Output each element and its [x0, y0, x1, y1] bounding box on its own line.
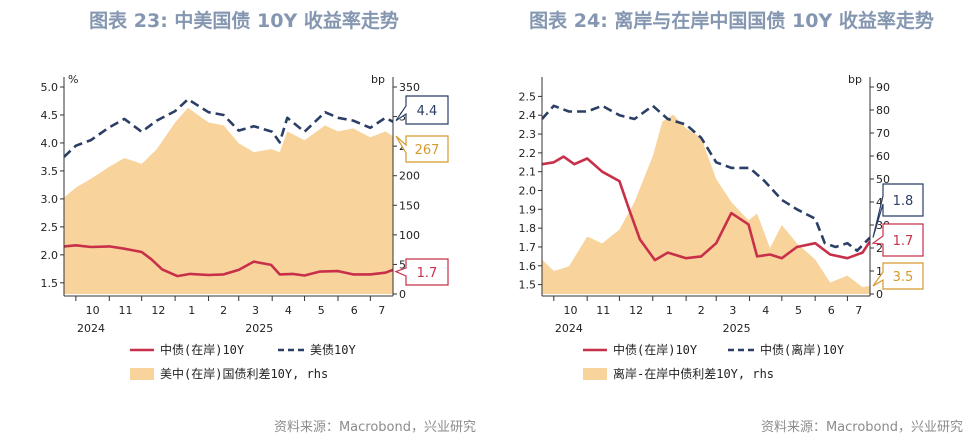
left-axis-tick-label: 3.0 — [41, 193, 59, 206]
right-axis-tick-label: 150 — [399, 199, 420, 212]
month-label: 11 — [596, 304, 610, 317]
right-axis-tick-label: 0 — [876, 288, 883, 301]
month-label: 12 — [629, 304, 643, 317]
value-callout-label: 3.5 — [893, 270, 914, 285]
month-label: 3 — [252, 304, 259, 317]
left-axis-tick-label: 2.1 — [519, 166, 537, 179]
year-label: 2024 — [555, 322, 583, 335]
chart-title: 图表 24: 离岸与在岸中国国债 10Y 收益率走势 — [529, 10, 934, 32]
legend-label: 中债(在岸)10Y — [613, 342, 698, 357]
month-label: 2 — [698, 304, 705, 317]
left-axis-tick-label: 5.0 — [41, 81, 59, 94]
value-callout-label: 1.8 — [893, 194, 914, 209]
month-label: 6 — [351, 304, 358, 317]
month-label: 7 — [855, 304, 862, 317]
month-label: 5 — [795, 304, 802, 317]
right-axis-tick-label: 50 — [876, 173, 890, 186]
left-axis-tick-label: 2.5 — [41, 221, 59, 234]
month-label: 10 — [564, 304, 578, 317]
legend-swatch-area — [583, 368, 607, 380]
solid-series-line — [542, 155, 870, 262]
dashed-series-line — [542, 104, 870, 252]
value-callout-box — [871, 223, 924, 257]
year-label: 2025 — [245, 322, 273, 335]
left-axis-unit: % — [68, 73, 78, 86]
left-axis-tick-label: 1.5 — [41, 277, 59, 290]
right-axis-tick-label: 200 — [399, 170, 420, 183]
year-label: 2025 — [723, 322, 751, 335]
month-label: 6 — [828, 304, 835, 317]
month-label: 7 — [378, 304, 385, 317]
value-callout-box — [872, 183, 924, 238]
value-callout-label: 4.4 — [417, 104, 438, 119]
left-axis-tick-label: 2.4 — [519, 109, 537, 122]
value-callout-box — [394, 258, 449, 286]
month-label: 12 — [151, 304, 165, 317]
legend-label: 美债10Y — [310, 343, 356, 357]
value-callout-box — [395, 135, 449, 163]
dashed-series-line — [64, 98, 393, 158]
left-axis-tick-label: 2.3 — [519, 128, 537, 141]
value-callout-label: 1.7 — [417, 266, 438, 281]
chart-canvas-right: 1.51.61.71.81.92.02.12.22.32.42.50102030… — [519, 73, 924, 381]
left-axis-tick-label: 3.5 — [41, 165, 59, 178]
left-axis-tick-label: 4.0 — [41, 137, 59, 150]
value-callout-box — [395, 95, 449, 125]
legend-label: 中债(离岸)10Y — [760, 342, 845, 357]
source-note: 资料来源：Macrobond，兴业研究 — [760, 420, 963, 435]
month-label: 4 — [762, 304, 769, 317]
chart-canvas-left: 1.52.02.53.03.54.04.55.00501001502002503… — [41, 73, 449, 381]
value-callout-label: 267 — [415, 143, 440, 158]
right-axis-tick-label: 80 — [876, 104, 890, 117]
left-axis-tick-label: 1.8 — [519, 222, 537, 235]
right-axis-tick-label: 90 — [876, 81, 890, 94]
month-label: 4 — [285, 304, 292, 317]
left-axis-tick-label: 1.9 — [519, 203, 537, 216]
solid-series-line — [64, 244, 393, 278]
left-axis-tick-label: 2.5 — [519, 90, 537, 103]
legend-label: 美中(在岸)国债利差10Y, rhs — [160, 366, 328, 381]
month-label: 1 — [666, 304, 673, 317]
legend-label: 中债(在岸)10Y — [160, 342, 245, 357]
month-label: 11 — [119, 304, 133, 317]
month-label: 1 — [188, 304, 195, 317]
chart-panel-right: 图表 24: 离岸与在岸中国国债 10Y 收益率走势 1.5 1.6 1.7 1.8 1… — [488, 0, 975, 443]
legend-label: 离岸-在岸中债利差10Y, rhs — [613, 366, 774, 381]
chart-title: 图表 23: 中美国债 10Y 收益率走势 — [89, 10, 399, 32]
right-axis-unit: bp — [848, 73, 862, 86]
left-axis-tick-label: 1.5 — [519, 279, 537, 292]
right-axis-tick-label: 350 — [399, 81, 420, 94]
right-axis-tick-label: 0 — [399, 288, 406, 301]
year-label: 2024 — [77, 322, 105, 335]
legend-swatch-area — [130, 368, 154, 380]
month-label: 3 — [729, 304, 736, 317]
right-axis-tick-label: 100 — [399, 229, 420, 242]
spread-area — [542, 114, 870, 294]
chart-panel-left: 图表 23: 中美国债 10Y 收益率走势 1.5 2.0 2.5 3.0 3.5 4.0… — [41, 10, 477, 435]
right-axis-tick-label: 60 — [876, 150, 890, 163]
left-axis-tick-label: 4.5 — [41, 109, 59, 122]
month-label: 2 — [220, 304, 227, 317]
left-axis-tick-label: 2.0 — [519, 185, 537, 198]
left-axis-tick-label: 2.2 — [519, 147, 537, 160]
month-label: 10 — [86, 304, 100, 317]
right-axis-tick-label: 70 — [876, 127, 890, 140]
spread-area — [64, 107, 393, 294]
value-callout-label: 1.7 — [893, 234, 914, 249]
value-callout-box — [872, 262, 924, 290]
left-axis-tick-label: 2.0 — [41, 249, 59, 262]
left-axis-tick-label: 1.7 — [519, 241, 537, 254]
source-note: 资料来源：Macrobond，兴业研究 — [273, 420, 476, 435]
right-axis-unit: bp — [371, 73, 385, 86]
left-axis-tick-label: 1.6 — [519, 260, 537, 273]
month-label: 5 — [318, 304, 325, 317]
